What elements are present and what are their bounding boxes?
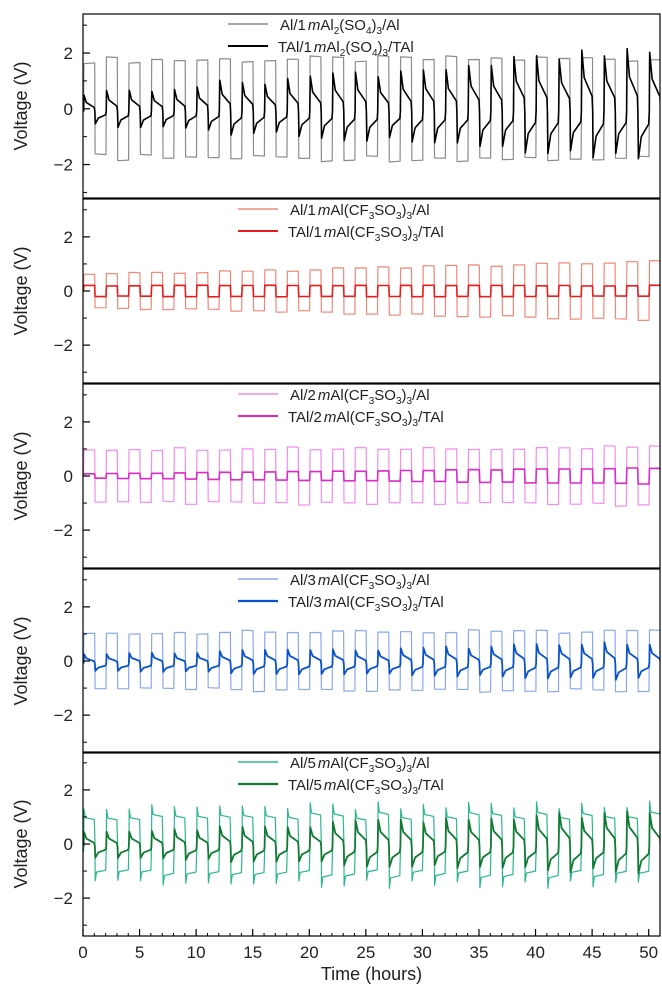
x-tick-label: 40: [526, 943, 545, 962]
legend-entry: TAl/1 mAl(CF3SO3)3/TAl: [288, 224, 444, 244]
y-tick-label: −2: [54, 706, 73, 725]
legend-entry: Al/3 mAl(CF3SO3)3/Al: [290, 572, 430, 592]
series-line-2: [83, 284, 660, 298]
series-group: [83, 47, 660, 163]
x-tick-label: 35: [470, 943, 489, 962]
x-tick-label: 15: [243, 943, 262, 962]
y-tick-label: 0: [64, 835, 73, 854]
x-axis-label: Time (hours): [321, 964, 422, 984]
y-tick-label: 2: [64, 781, 73, 800]
plot-frame: [82, 13, 661, 199]
series-group: [83, 260, 660, 321]
y-axis-label: Voltage (V): [11, 799, 31, 888]
y-axis-label: Voltage (V): [11, 246, 31, 335]
y-tick-label: 2: [64, 44, 73, 63]
x-tick-label: 30: [413, 943, 432, 962]
series-line-2: [83, 47, 660, 160]
legend-entry: Al/2 mAl(CF3SO3)3/Al: [290, 387, 430, 407]
y-tick-label: 0: [64, 652, 73, 671]
y-tick-label: 0: [64, 467, 73, 486]
y-tick-label: 2: [64, 413, 73, 432]
y-tick-label: −2: [54, 336, 73, 355]
x-tick-label: 50: [639, 943, 658, 962]
series-group: [83, 629, 660, 693]
series-group: [83, 800, 660, 889]
y-ticks: −2 0 2: [54, 394, 90, 558]
series-line-1: [83, 629, 660, 693]
y-tick-label: −2: [54, 521, 73, 540]
series-line-1: [83, 445, 660, 507]
x-tick-label: 20: [300, 943, 319, 962]
y-ticks: −2 0 2: [54, 579, 90, 743]
y-tick-label: −2: [54, 156, 73, 175]
series-line-2: [83, 641, 660, 681]
x-tick-label: 10: [187, 943, 206, 962]
y-tick-label: −2: [54, 889, 73, 908]
legend-entry: TAl/1 mAl2(SO4)3/TAl: [278, 39, 414, 59]
x-tick-label: 0: [78, 943, 87, 962]
series-line-1: [83, 800, 660, 889]
y-tick-label: 2: [64, 228, 73, 247]
y-tick-label: 0: [64, 282, 73, 301]
y-ticks: −2 0 2: [54, 762, 90, 926]
legend-entry: Al/1 mAl2(SO4)3/Al: [280, 17, 400, 37]
y-ticks: −2 0 2: [54, 24, 90, 193]
y-tick-label: 0: [64, 100, 73, 119]
y-axis-label: Voltage (V): [11, 61, 31, 150]
series-line-2: [83, 810, 660, 875]
x-tick-label: 5: [135, 943, 144, 962]
series-line-1: [83, 55, 660, 163]
y-axis-label: Voltage (V): [11, 431, 31, 520]
y-tick-label: 2: [64, 598, 73, 617]
legend-entry: TAl/5 mAl(CF3SO3)3/TAl: [288, 777, 444, 797]
x-tick-label: 25: [356, 943, 375, 962]
series-line-1: [83, 260, 660, 321]
legend-entry: Al/1 mAl(CF3SO3)3/Al: [290, 202, 430, 222]
y-ticks: −2 0 2: [54, 209, 90, 373]
legend-entry: Al/5 mAl(CF3SO3)3/Al: [290, 755, 430, 775]
x-tick-label: 45: [583, 943, 602, 962]
legend-entry: TAl/2 mAl(CF3SO3)3/TAl: [288, 409, 444, 429]
series-line-2: [83, 467, 660, 485]
x-axis: 0 5 10 15 20 25 30 35 40 45 50 Time (hours): [78, 929, 658, 984]
series-group: [83, 445, 660, 507]
legend-entry: TAl/3 mAl(CF3SO3)3/TAl: [288, 594, 444, 614]
y-axis-label: Voltage (V): [11, 616, 31, 705]
